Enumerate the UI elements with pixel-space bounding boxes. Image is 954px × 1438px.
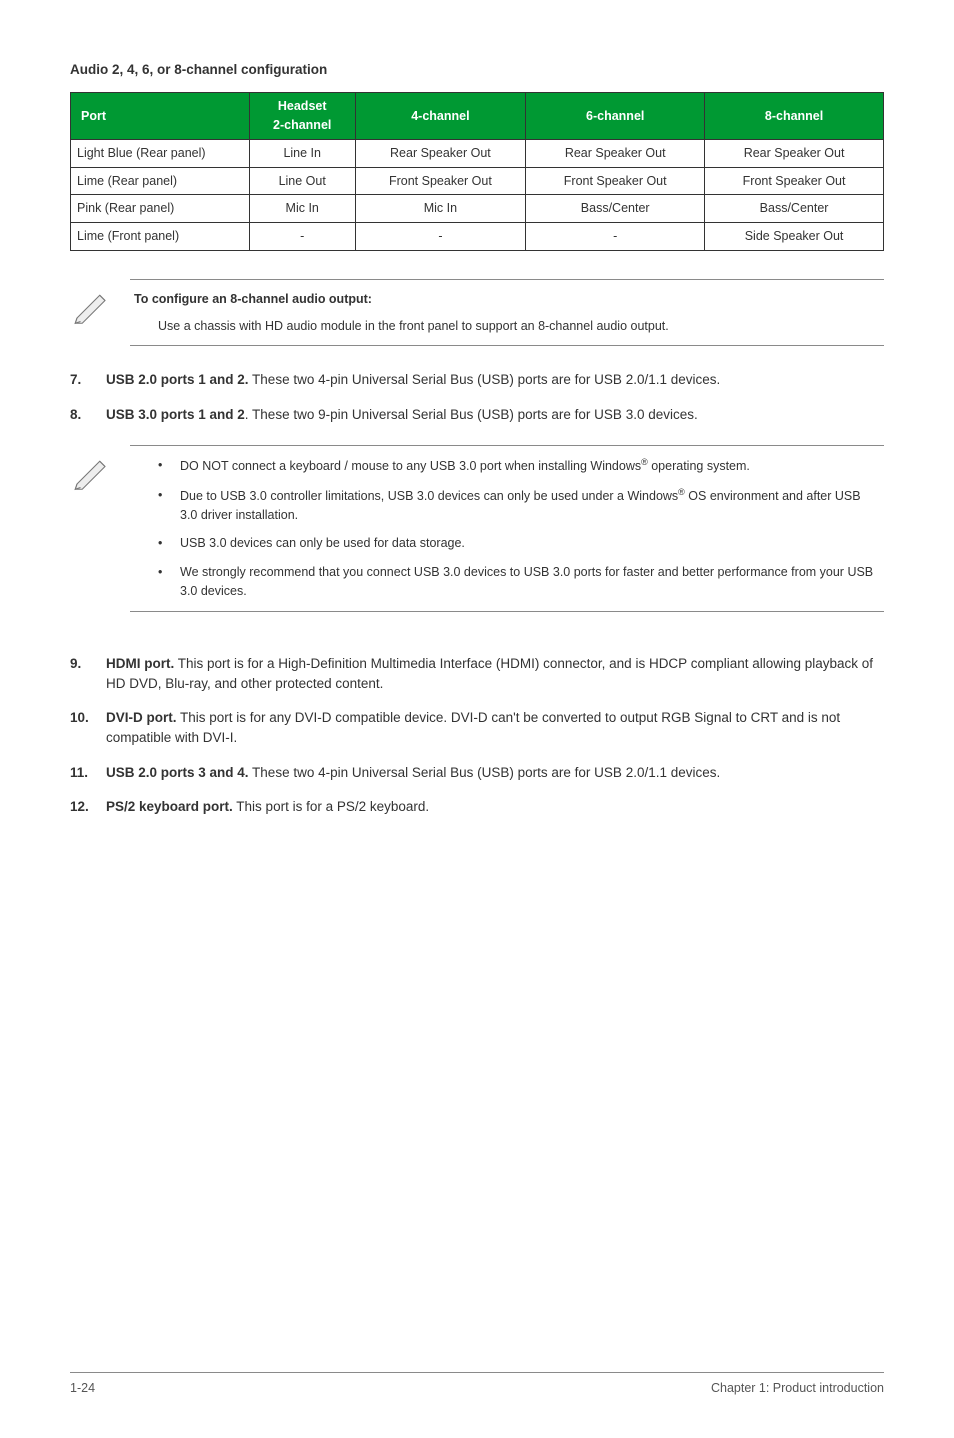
note-text: Use a chassis with HD audio module in th… — [158, 317, 880, 336]
cell-2ch: Line In — [249, 139, 355, 167]
cell-4ch: - — [355, 223, 526, 251]
note-bullet: USB 3.0 devices can only be used for dat… — [158, 534, 880, 553]
cell-6ch: Bass/Center — [526, 195, 705, 223]
item-number: 7. — [70, 370, 106, 390]
page-number: 1-24 — [70, 1379, 95, 1398]
item-rest: This port is for any DVI-D compatible de… — [106, 710, 840, 745]
th-port: Port — [71, 93, 250, 140]
item-lead: USB 2.0 ports 1 and 2. — [106, 372, 249, 387]
cell-8ch: Front Speaker Out — [705, 167, 884, 195]
th-6ch: 6-channel — [526, 93, 705, 140]
item-number: 10. — [70, 708, 106, 749]
item-lead: HDMI port. — [106, 656, 174, 671]
cell-port: Lime (Rear panel) — [71, 167, 250, 195]
cell-2ch: Line Out — [249, 167, 355, 195]
list-item: 11. USB 2.0 ports 3 and 4. These two 4-p… — [70, 763, 884, 783]
cell-6ch: Front Speaker Out — [526, 167, 705, 195]
item-lead: USB 3.0 ports 1 and 2 — [106, 407, 245, 422]
pencil-icon — [70, 279, 130, 331]
note-8channel: To configure an 8-channel audio output: … — [70, 279, 884, 347]
item-rest: . These two 9-pin Universal Serial Bus (… — [245, 407, 698, 422]
cell-8ch: Bass/Center — [705, 195, 884, 223]
th-4ch: 4-channel — [355, 93, 526, 140]
cell-2ch: - — [249, 223, 355, 251]
audio-config-heading: Audio 2, 4, 6, or 8-channel configuratio… — [70, 60, 884, 80]
item-rest: This port is for a PS/2 keyboard. — [233, 799, 429, 814]
note-bullet: We strongly recommend that you connect U… — [158, 563, 880, 601]
note-bullet: DO NOT connect a keyboard / mouse to any… — [158, 456, 880, 476]
note-usb3: DO NOT connect a keyboard / mouse to any… — [70, 445, 884, 612]
item-rest: These two 4-pin Universal Serial Bus (US… — [249, 372, 721, 387]
list-item: 10. DVI-D port. This port is for any DVI… — [70, 708, 884, 749]
th-2ch: Headset2-channel — [249, 93, 355, 140]
list-item: 8. USB 3.0 ports 1 and 2. These two 9-pi… — [70, 405, 884, 425]
item-rest: These two 4-pin Universal Serial Bus (US… — [249, 765, 721, 780]
cell-port: Pink (Rear panel) — [71, 195, 250, 223]
cell-8ch: Side Speaker Out — [705, 223, 884, 251]
item-rest: This port is for a High-Definition Multi… — [106, 656, 873, 691]
cell-4ch: Mic In — [355, 195, 526, 223]
item-number: 8. — [70, 405, 106, 425]
cell-port: Lime (Front panel) — [71, 223, 250, 251]
table-row: Pink (Rear panel) Mic In Mic In Bass/Cen… — [71, 195, 884, 223]
cell-8ch: Rear Speaker Out — [705, 139, 884, 167]
audio-config-table: Port Headset2-channel 4-channel 6-channe… — [70, 92, 884, 251]
cell-4ch: Front Speaker Out — [355, 167, 526, 195]
list-item: 12. PS/2 keyboard port. This port is for… — [70, 797, 884, 817]
cell-6ch: - — [526, 223, 705, 251]
numbered-list-bottom: 9. HDMI port. This port is for a High-De… — [70, 654, 884, 818]
item-number: 12. — [70, 797, 106, 817]
pencil-icon — [70, 445, 130, 497]
item-lead: PS/2 keyboard port. — [106, 799, 233, 814]
item-lead: USB 2.0 ports 3 and 4. — [106, 765, 249, 780]
list-item: 9. HDMI port. This port is for a High-De… — [70, 654, 884, 695]
numbered-list-top: 7. USB 2.0 ports 1 and 2. These two 4-pi… — [70, 370, 884, 425]
chapter-title: Chapter 1: Product introduction — [711, 1379, 884, 1398]
cell-4ch: Rear Speaker Out — [355, 139, 526, 167]
item-number: 9. — [70, 654, 106, 695]
item-lead: DVI-D port. — [106, 710, 177, 725]
page-footer: 1-24 Chapter 1: Product introduction — [70, 1372, 884, 1398]
table-row: Lime (Front panel) - - - Side Speaker Ou… — [71, 223, 884, 251]
list-item: 7. USB 2.0 ports 1 and 2. These two 4-pi… — [70, 370, 884, 390]
cell-2ch: Mic In — [249, 195, 355, 223]
note-bullet: Due to USB 3.0 controller limitations, U… — [158, 486, 880, 525]
table-row: Lime (Rear panel) Line Out Front Speaker… — [71, 167, 884, 195]
th-8ch: 8-channel — [705, 93, 884, 140]
cell-6ch: Rear Speaker Out — [526, 139, 705, 167]
table-row: Light Blue (Rear panel) Line In Rear Spe… — [71, 139, 884, 167]
cell-port: Light Blue (Rear panel) — [71, 139, 250, 167]
note-title: To configure an 8-channel audio output: — [134, 290, 880, 309]
item-number: 11. — [70, 763, 106, 783]
